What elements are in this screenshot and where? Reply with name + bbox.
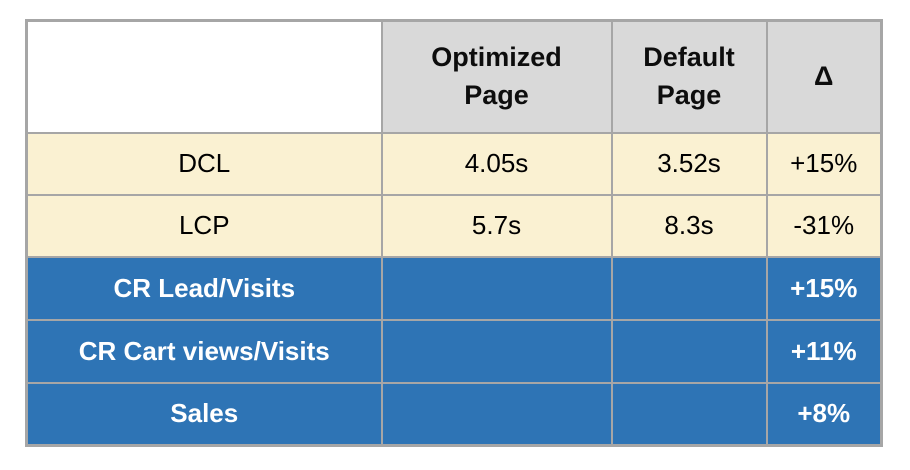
cell-dcl-delta: +15% bbox=[765, 131, 883, 196]
col-header-delta: Δ bbox=[765, 19, 883, 134]
cell-cr-cart-delta: +11% bbox=[765, 318, 883, 384]
table-row-cr-cart-views-visits: CR Cart views/Visits +11% bbox=[25, 318, 883, 384]
cell-lcp-delta: -31% bbox=[765, 193, 883, 258]
col-header-optimized-page: Optimized Page bbox=[380, 19, 613, 134]
cell-cr-lead-delta: +15% bbox=[765, 255, 883, 321]
cell-lcp-optimized: 5.7s bbox=[380, 193, 613, 258]
cell-cr-cart-optimized bbox=[380, 318, 613, 384]
header-row: Optimized Page Default Page Δ bbox=[25, 19, 883, 134]
metrics-comparison-table-container: Optimized Page Default Page Δ DCL 4.05s … bbox=[25, 19, 883, 447]
table-row-cr-lead-visits: CR Lead/Visits +15% bbox=[25, 255, 883, 321]
metrics-comparison-table: Optimized Page Default Page Δ DCL 4.05s … bbox=[25, 19, 883, 447]
cell-dcl-default: 3.52s bbox=[610, 131, 768, 196]
cell-cr-lead-default bbox=[610, 255, 768, 321]
row-label-sales: Sales bbox=[25, 381, 383, 447]
table-row-dcl: DCL 4.05s 3.52s +15% bbox=[25, 131, 883, 196]
cell-sales-optimized bbox=[380, 381, 613, 447]
row-label-lcp: LCP bbox=[25, 193, 383, 258]
corner-cell bbox=[25, 19, 383, 134]
table-row-lcp: LCP 5.7s 8.3s -31% bbox=[25, 193, 883, 258]
cell-sales-delta: +8% bbox=[765, 381, 883, 447]
cell-lcp-default: 8.3s bbox=[610, 193, 768, 258]
cell-sales-default bbox=[610, 381, 768, 447]
cell-dcl-optimized: 4.05s bbox=[380, 131, 613, 196]
table-row-sales: Sales +8% bbox=[25, 381, 883, 447]
row-label-cr-lead-visits: CR Lead/Visits bbox=[25, 255, 383, 321]
row-label-dcl: DCL bbox=[25, 131, 383, 196]
col-header-default-page: Default Page bbox=[610, 19, 768, 134]
cell-cr-lead-optimized bbox=[380, 255, 613, 321]
row-label-cr-cart-views-visits: CR Cart views/Visits bbox=[25, 318, 383, 384]
cell-cr-cart-default bbox=[610, 318, 768, 384]
